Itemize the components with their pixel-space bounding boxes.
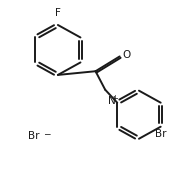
- Text: −: −: [43, 129, 51, 138]
- Text: Br: Br: [155, 129, 166, 139]
- Text: Br: Br: [28, 131, 40, 141]
- Text: F: F: [55, 8, 61, 18]
- Text: O: O: [123, 50, 131, 60]
- Text: N: N: [108, 96, 116, 106]
- Text: +: +: [112, 94, 118, 102]
